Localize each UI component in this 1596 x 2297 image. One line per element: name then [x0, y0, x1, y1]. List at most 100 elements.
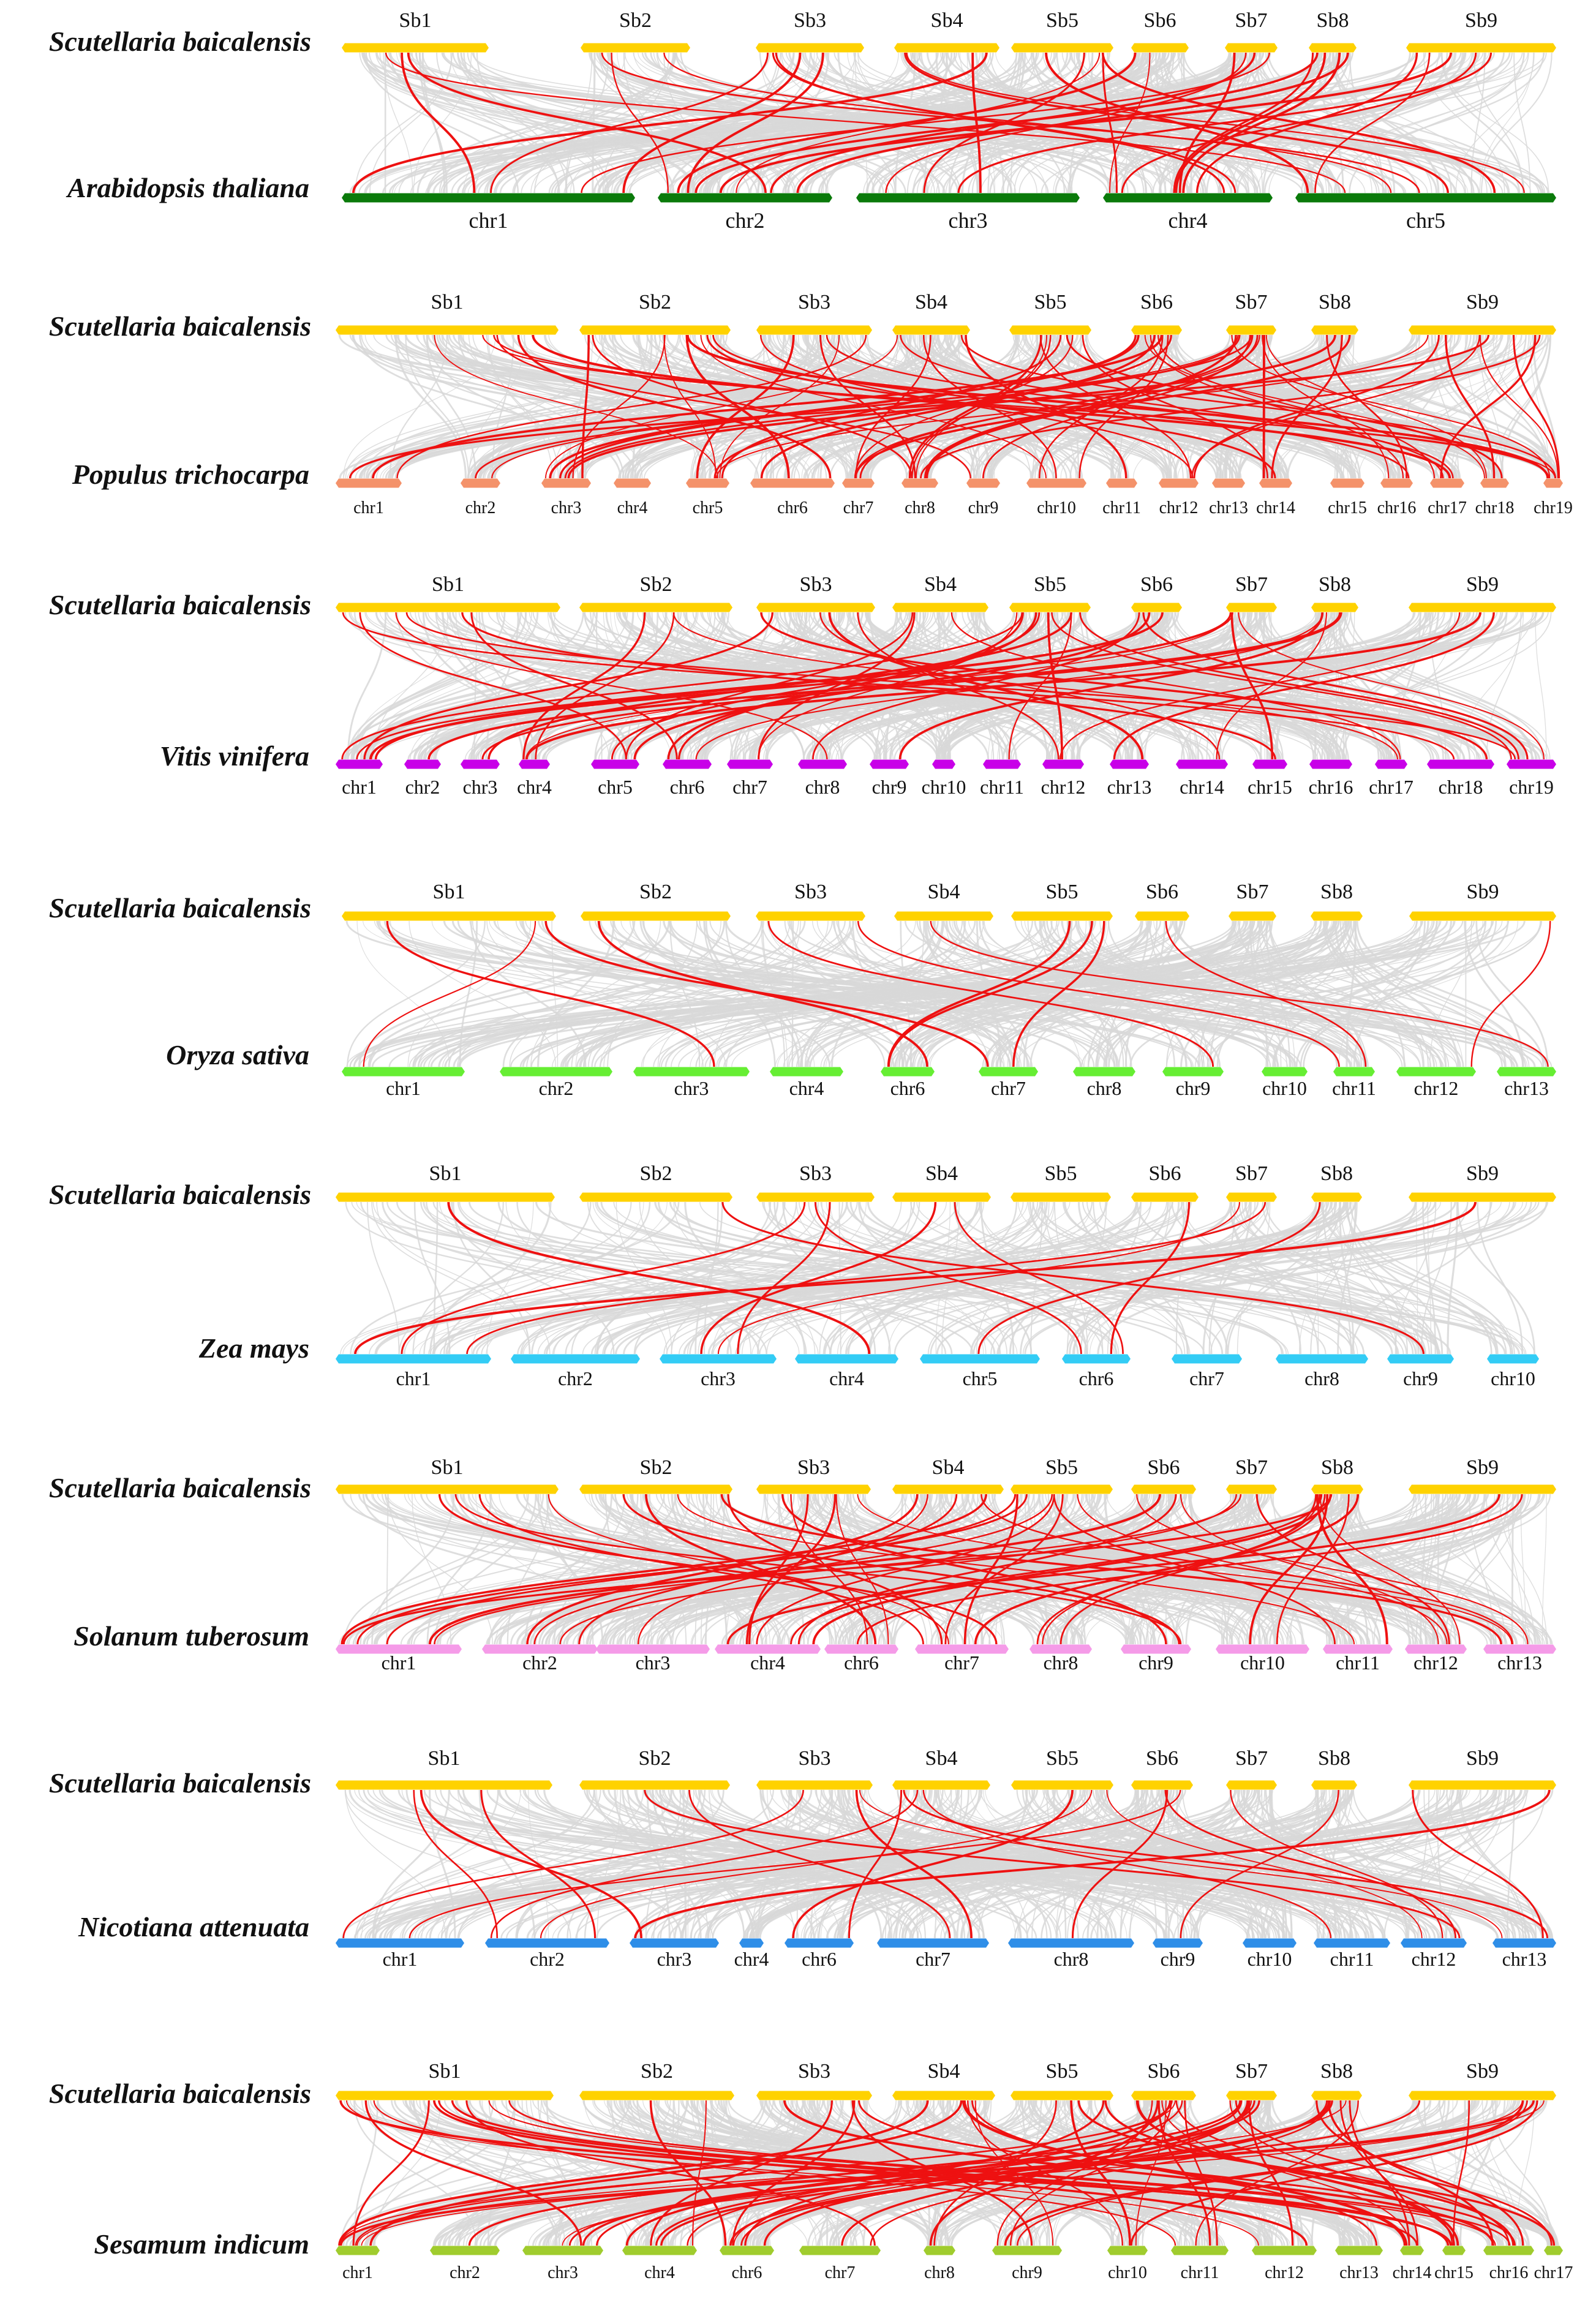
target-chromosome-label: chr5: [693, 498, 723, 517]
background-link: [979, 920, 1132, 1067]
target-chromosome-label: chr14: [1180, 776, 1224, 798]
highlight-link: [369, 612, 1232, 760]
ref-chromosome: [336, 1484, 559, 1494]
ref-chromosome: [756, 43, 864, 53]
highlight-link: [342, 612, 1455, 760]
ref-chromosome-label: Sb3: [794, 881, 827, 903]
highlight-link: [748, 1494, 809, 1645]
background-link: [415, 612, 840, 760]
background-link: [358, 920, 636, 1067]
background-link: [413, 2100, 650, 2246]
target-chromosome: [1153, 1938, 1203, 1948]
highlight-link: [413, 1789, 499, 1939]
ref-chromosome: [1311, 2091, 1362, 2100]
background-link: [1491, 2100, 1553, 2246]
target-chromosome: [1259, 478, 1292, 488]
background-link: [367, 920, 670, 1067]
target-chromosome: [983, 759, 1021, 769]
target-chromosome: [1335, 2246, 1383, 2255]
target-chromosome: [1110, 759, 1149, 769]
background-link: [705, 920, 800, 1067]
reference-species-label: Scutellaria baicalensis: [49, 1472, 311, 1503]
background-link: [1347, 1201, 1408, 1355]
background-link: [405, 1789, 682, 1939]
target-chromosome: [1252, 759, 1287, 769]
highlight-link: [1045, 52, 1309, 194]
background-link: [475, 1494, 584, 1645]
reference-species-label: Scutellaria baicalensis: [49, 2078, 311, 2109]
ref-chromosome: [1309, 43, 1357, 53]
ref-chromosome: [579, 1484, 732, 1494]
background-link: [456, 1494, 763, 1645]
highlight-link: [372, 334, 1163, 479]
background-link: [552, 1789, 1339, 1939]
highlight-link: [1175, 52, 1327, 194]
background-link: [1477, 1201, 1523, 1355]
background-link: [429, 612, 1045, 760]
highlight-link: [373, 2100, 1176, 2246]
background-link: [1434, 334, 1549, 479]
background-link: [418, 920, 1327, 1067]
background-link: [405, 334, 470, 479]
background-link: [1507, 1494, 1524, 1645]
reference-species-label: Scutellaria baicalensis: [49, 310, 311, 342]
background-link: [1097, 920, 1357, 1067]
ref-chromosome-label: Sb9: [1466, 291, 1499, 314]
background-link: [1077, 920, 1203, 1067]
ref-chromosome-label: Sb3: [798, 291, 830, 314]
ref-chromosome-label: Sb2: [640, 1162, 672, 1185]
target-chromosome: [932, 759, 955, 769]
ref-chromosome-label: Sb1: [428, 1747, 461, 1770]
background-link: [849, 1494, 1236, 1645]
background-link: [612, 920, 815, 1067]
background-link: [1113, 52, 1513, 194]
highlight-link: [726, 1494, 1500, 1645]
target-chromosome-label: chr8: [1054, 1948, 1089, 1970]
highlight-link: [1077, 2100, 1556, 2246]
ref-chromosome-label: Sb8: [1319, 573, 1351, 596]
target-chromosome-label: chr2: [450, 2263, 480, 2282]
background-link: [980, 1201, 1015, 1355]
background-link: [494, 52, 956, 194]
highlight-link: [466, 1201, 1267, 1355]
background-link: [517, 1201, 1192, 1355]
target-chromosome-label: chr13: [1209, 498, 1248, 517]
background-link: [417, 334, 1033, 479]
highlight-link: [687, 2100, 1183, 2246]
background-link: [865, 1494, 915, 1645]
background-link: [951, 334, 1114, 479]
target-chromosome-label: chr4: [750, 1652, 785, 1674]
highlight-link: [540, 1789, 1093, 1939]
target-chromosome-label: chr1: [342, 2263, 373, 2282]
highlight-link: [922, 1789, 1331, 1939]
background-link: [1229, 1494, 1420, 1645]
background-link: [761, 1789, 985, 1939]
background-link: [516, 1201, 732, 1355]
background-link: [982, 612, 1385, 760]
background-link: [1266, 334, 1270, 479]
highlight-link: [1036, 1494, 1326, 1645]
highlight-link: [525, 612, 1231, 760]
background-link: [522, 920, 830, 1067]
target-chromosome-label: chr1: [382, 1652, 416, 1674]
highlight-link: [342, 1789, 804, 1939]
target-chromosome-label: chr12: [1159, 498, 1199, 517]
target-chromosome-label: chr17: [1428, 498, 1467, 517]
background-link: [920, 1789, 1127, 1939]
background-link: [1153, 920, 1526, 1067]
ref-chromosome-label: Sb4: [925, 1747, 958, 1770]
ref-chromosome-label: Sb3: [794, 9, 826, 32]
highlight-link: [493, 334, 1550, 479]
background-link: [344, 1789, 571, 1939]
target-chromosome: [1480, 478, 1509, 488]
highlight-link: [1071, 1789, 1169, 1939]
background-link: [1325, 920, 1447, 1067]
background-link: [342, 1789, 1146, 1939]
ref-chromosome: [894, 43, 999, 53]
background-link: [413, 1201, 451, 1355]
highlight-link: [341, 612, 1023, 760]
highlight-link: [1157, 334, 1436, 479]
highlight-link: [1135, 2100, 1167, 2246]
target-chromosome: [336, 1938, 464, 1948]
background-link: [1327, 334, 1559, 479]
